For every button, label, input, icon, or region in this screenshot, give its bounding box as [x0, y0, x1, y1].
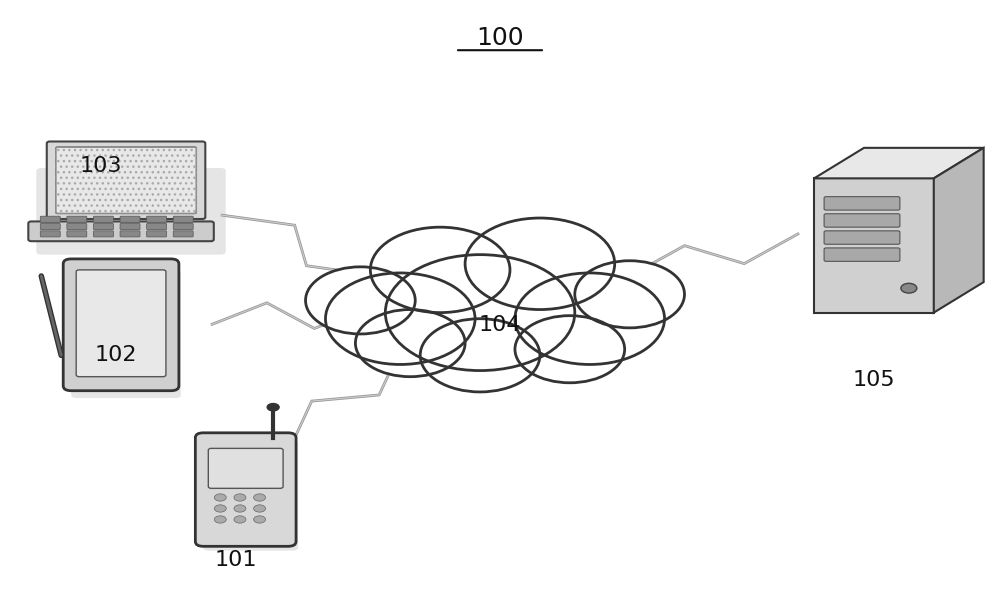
FancyBboxPatch shape — [173, 216, 193, 223]
Text: 104: 104 — [479, 315, 521, 335]
FancyBboxPatch shape — [40, 224, 60, 230]
FancyBboxPatch shape — [40, 216, 60, 223]
Circle shape — [420, 319, 540, 392]
Circle shape — [214, 494, 226, 501]
Polygon shape — [814, 148, 984, 178]
FancyBboxPatch shape — [67, 224, 87, 230]
Circle shape — [267, 403, 279, 411]
Polygon shape — [934, 148, 984, 313]
Circle shape — [234, 494, 246, 501]
FancyBboxPatch shape — [824, 197, 900, 210]
FancyBboxPatch shape — [120, 231, 140, 237]
Circle shape — [214, 505, 226, 512]
Circle shape — [515, 273, 665, 365]
FancyBboxPatch shape — [824, 214, 900, 227]
FancyBboxPatch shape — [824, 231, 900, 244]
FancyBboxPatch shape — [28, 221, 214, 241]
FancyBboxPatch shape — [147, 224, 167, 230]
FancyBboxPatch shape — [93, 224, 113, 230]
FancyBboxPatch shape — [208, 448, 283, 489]
FancyBboxPatch shape — [93, 231, 113, 237]
FancyBboxPatch shape — [195, 433, 296, 546]
FancyBboxPatch shape — [56, 147, 196, 213]
FancyBboxPatch shape — [120, 224, 140, 230]
Circle shape — [234, 505, 246, 512]
Text: 103: 103 — [80, 156, 122, 176]
FancyBboxPatch shape — [814, 178, 934, 313]
FancyBboxPatch shape — [147, 216, 167, 223]
FancyBboxPatch shape — [40, 231, 60, 237]
Circle shape — [214, 516, 226, 523]
Text: 100: 100 — [476, 26, 524, 50]
FancyBboxPatch shape — [203, 441, 298, 550]
FancyBboxPatch shape — [67, 216, 87, 223]
Circle shape — [254, 494, 266, 501]
FancyBboxPatch shape — [824, 248, 900, 261]
Text: 101: 101 — [214, 550, 257, 569]
Circle shape — [254, 516, 266, 523]
FancyBboxPatch shape — [67, 231, 87, 237]
Circle shape — [355, 310, 465, 376]
Circle shape — [370, 227, 510, 313]
Circle shape — [575, 261, 684, 328]
Circle shape — [254, 505, 266, 512]
FancyBboxPatch shape — [76, 270, 166, 376]
FancyBboxPatch shape — [120, 216, 140, 223]
Circle shape — [325, 273, 475, 365]
Circle shape — [515, 316, 625, 383]
FancyBboxPatch shape — [47, 142, 205, 219]
FancyBboxPatch shape — [71, 270, 181, 398]
Text: 102: 102 — [95, 345, 137, 365]
Text: 105: 105 — [853, 370, 895, 390]
FancyBboxPatch shape — [147, 231, 167, 237]
Circle shape — [306, 267, 415, 334]
Circle shape — [465, 218, 615, 310]
FancyBboxPatch shape — [173, 224, 193, 230]
FancyBboxPatch shape — [63, 259, 179, 390]
FancyBboxPatch shape — [173, 231, 193, 237]
Circle shape — [234, 516, 246, 523]
Circle shape — [901, 283, 917, 293]
FancyBboxPatch shape — [93, 216, 113, 223]
FancyBboxPatch shape — [36, 168, 226, 254]
Circle shape — [385, 254, 575, 371]
